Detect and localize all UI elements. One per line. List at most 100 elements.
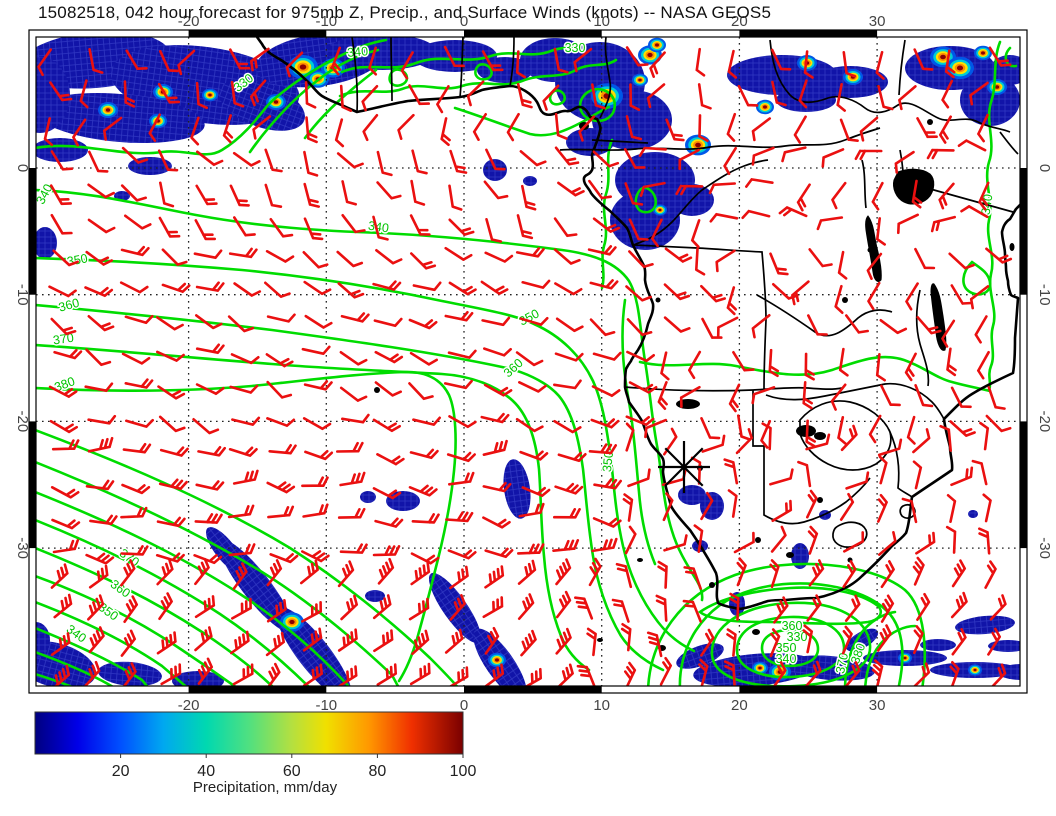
wind-barb bbox=[155, 552, 185, 563]
wind-barb bbox=[871, 181, 884, 211]
wind-barb bbox=[87, 436, 114, 453]
wind-barb bbox=[553, 379, 582, 390]
wind-barb bbox=[339, 543, 368, 554]
wind-barb bbox=[158, 592, 173, 620]
axis-tick-label-bottom: 20 bbox=[731, 697, 748, 714]
terrain-dot bbox=[597, 638, 603, 642]
wind-barb bbox=[554, 482, 584, 495]
wind-barb bbox=[124, 314, 154, 324]
wind-barb bbox=[589, 318, 616, 337]
wind-barb bbox=[440, 117, 451, 147]
wind-barb bbox=[483, 180, 509, 200]
wind-barb bbox=[751, 146, 775, 166]
wind-barb bbox=[195, 81, 208, 110]
wind-barb bbox=[448, 218, 475, 236]
wind-barb bbox=[723, 660, 736, 686]
wind-barb bbox=[449, 565, 469, 590]
wind-barb bbox=[588, 443, 617, 455]
wind-barb bbox=[483, 347, 512, 357]
wind-barb bbox=[410, 552, 440, 565]
wind-barb bbox=[339, 471, 366, 487]
wind-barb bbox=[85, 479, 115, 491]
precip-core-ring bbox=[994, 85, 1000, 89]
precip-core-ring bbox=[940, 54, 946, 60]
wind-barb bbox=[875, 50, 885, 80]
wind-barb bbox=[897, 213, 919, 235]
wind-barb bbox=[726, 112, 737, 142]
chart-title: 15082518, 042 hour forecast for 975mb Z,… bbox=[38, 3, 772, 22]
wind-barb bbox=[444, 246, 473, 261]
wind-barb bbox=[119, 281, 149, 294]
wind-barb bbox=[773, 596, 789, 624]
wind-barb bbox=[340, 312, 370, 323]
wind-barb bbox=[159, 446, 189, 457]
wind-barb bbox=[197, 446, 226, 457]
wind-barb bbox=[791, 280, 810, 306]
wind-barb bbox=[232, 562, 248, 590]
wind-barb bbox=[804, 352, 815, 381]
wind-barb bbox=[194, 557, 210, 586]
wind-barb bbox=[969, 81, 989, 106]
wind-barb bbox=[229, 384, 259, 394]
wind-barb bbox=[410, 561, 431, 586]
wind-barb bbox=[576, 664, 596, 686]
wind-barb bbox=[590, 418, 620, 429]
wind-barb bbox=[591, 83, 606, 110]
colorbar-gradient bbox=[34, 711, 464, 755]
wind-barb bbox=[376, 150, 393, 177]
wind-barb bbox=[639, 181, 666, 197]
wind-barb bbox=[264, 183, 283, 208]
wind-barb bbox=[555, 590, 572, 619]
wind-barb bbox=[447, 349, 477, 359]
wind-barb bbox=[195, 184, 218, 206]
wind-barb bbox=[266, 380, 293, 399]
wind-barb bbox=[303, 380, 333, 391]
wind-barb bbox=[985, 247, 1013, 264]
wind-barb bbox=[626, 318, 653, 336]
axis-tick-label-bottom: 0 bbox=[460, 697, 468, 714]
wind-barb bbox=[120, 184, 147, 202]
precip-blob bbox=[36, 641, 96, 686]
wind-barb bbox=[480, 280, 509, 295]
wind-barb bbox=[158, 478, 188, 491]
wind-barb bbox=[912, 460, 923, 490]
wind-barb bbox=[552, 539, 580, 552]
country-border bbox=[351, 37, 359, 113]
wind-barb bbox=[377, 557, 395, 585]
wind-barb bbox=[701, 434, 726, 453]
wind-barb bbox=[987, 627, 1001, 656]
wind-barb bbox=[121, 352, 151, 365]
wind-barb bbox=[805, 433, 831, 451]
wind-barb bbox=[481, 50, 504, 72]
terrain-dot bbox=[637, 558, 643, 562]
wind-barb bbox=[751, 314, 771, 339]
wind-barb bbox=[337, 560, 355, 588]
colorbar-tick-label: 100 bbox=[450, 763, 477, 780]
precip-core-ring bbox=[289, 619, 295, 625]
frame-segment bbox=[464, 30, 602, 37]
wind-barb bbox=[230, 630, 250, 655]
frame-segment bbox=[739, 686, 878, 693]
wind-barb bbox=[831, 181, 847, 210]
height-contour bbox=[36, 627, 149, 686]
precip-core-ring bbox=[903, 656, 907, 660]
terrain-dot bbox=[927, 119, 933, 125]
wind-barb bbox=[838, 347, 849, 377]
wind-barb bbox=[157, 149, 179, 172]
wind-barb bbox=[444, 628, 464, 654]
precip-core-ring bbox=[655, 43, 659, 47]
height-contour bbox=[760, 628, 820, 668]
country-border bbox=[632, 159, 769, 246]
wind-barb bbox=[264, 281, 291, 298]
wind-barb bbox=[807, 525, 819, 555]
wind-barb bbox=[904, 352, 917, 382]
wind-barb bbox=[195, 343, 225, 354]
wind-barb bbox=[49, 184, 72, 206]
wind-barb bbox=[122, 442, 152, 454]
wind-barb bbox=[751, 117, 771, 142]
precip-core-ring bbox=[763, 105, 767, 109]
precip-blob bbox=[36, 138, 88, 162]
wind-barb bbox=[663, 316, 691, 333]
contour-label: 330 bbox=[565, 41, 586, 55]
wind-barb bbox=[945, 525, 957, 554]
